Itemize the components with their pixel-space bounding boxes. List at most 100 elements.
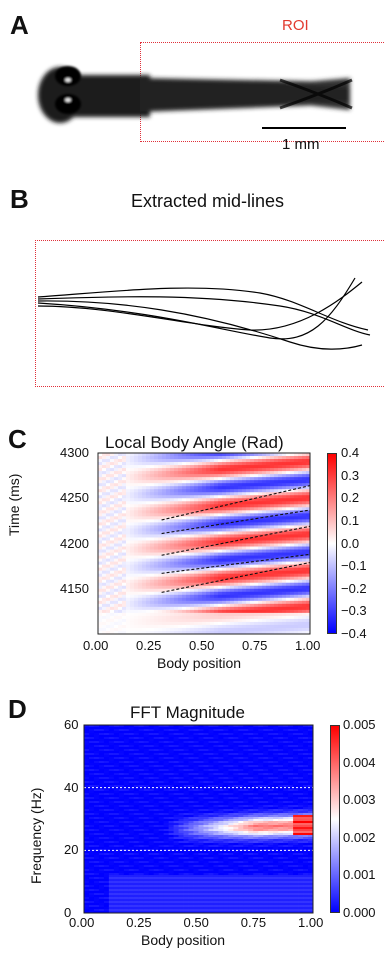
heatmap-cell bbox=[154, 516, 159, 520]
heatmap-cell bbox=[173, 845, 179, 848]
heatmap-cell bbox=[202, 489, 207, 493]
heatmap-cell bbox=[168, 873, 175, 876]
heatmap-cell bbox=[84, 743, 90, 746]
heatmap-cell bbox=[133, 787, 140, 790]
heatmap-cell bbox=[282, 504, 287, 508]
heatmap-cell bbox=[154, 453, 159, 457]
heatmap-cell bbox=[143, 729, 150, 732]
heatmap-cell bbox=[242, 576, 247, 581]
heatmap-cell bbox=[153, 763, 160, 766]
heatmap-cell bbox=[302, 480, 307, 484]
heatmap-cell bbox=[138, 522, 143, 526]
heatmap-cell bbox=[302, 468, 307, 472]
heatmap-cell bbox=[306, 561, 311, 566]
heatmap-cell bbox=[128, 767, 135, 770]
heatmap-cell bbox=[246, 474, 251, 478]
heatmap-cell bbox=[114, 618, 119, 623]
heatmap-cell bbox=[222, 540, 227, 544]
heatmap-cell bbox=[130, 591, 135, 596]
heatmap-cell bbox=[153, 911, 160, 914]
heatmap-cell bbox=[98, 549, 103, 553]
heatmap-cell bbox=[178, 582, 183, 587]
heatmap-cell bbox=[146, 573, 151, 578]
heatmap-cell bbox=[114, 570, 119, 575]
heatmap-cell bbox=[98, 785, 105, 788]
heatmap-cell bbox=[113, 747, 120, 750]
heatmap-cell bbox=[153, 821, 160, 824]
heatmap-cell bbox=[274, 600, 279, 605]
heatmap-cell bbox=[102, 618, 107, 623]
heatmap-cell bbox=[108, 865, 115, 868]
heatmap-cell bbox=[143, 753, 150, 756]
heatmap-cell bbox=[150, 615, 155, 620]
heatmap-cell bbox=[238, 606, 243, 611]
heatmap-cell bbox=[162, 591, 167, 596]
heatmap-cell bbox=[173, 765, 179, 768]
heatmap-cell bbox=[174, 627, 179, 632]
heatmap-cell bbox=[93, 893, 100, 896]
heatmap-cell bbox=[114, 492, 119, 496]
heatmap-cell bbox=[250, 597, 255, 602]
heatmap-cell bbox=[242, 609, 247, 614]
heatmap-cell bbox=[108, 823, 115, 826]
heatmap-cell bbox=[266, 618, 271, 623]
heatmap-cell bbox=[158, 600, 163, 605]
heatmap-cell bbox=[113, 749, 120, 752]
heatmap-cell bbox=[186, 528, 191, 532]
heatmap-cell bbox=[178, 591, 183, 596]
heatmap-cell bbox=[238, 504, 243, 508]
heatmap-cell bbox=[306, 477, 311, 481]
heatmap-cell bbox=[158, 733, 165, 736]
heatmap-cell bbox=[274, 540, 279, 544]
heatmap-cell bbox=[270, 546, 275, 550]
heatmap-cell bbox=[154, 528, 159, 532]
heatmap-cell bbox=[106, 624, 111, 629]
heatmap-cell bbox=[88, 745, 95, 748]
heatmap-cell bbox=[186, 576, 191, 581]
heatmap-cell bbox=[173, 887, 179, 890]
heatmap-cell bbox=[108, 867, 115, 870]
heatmap-cell bbox=[222, 489, 227, 493]
heatmap-cell bbox=[123, 869, 130, 872]
heatmap-cell bbox=[93, 747, 100, 750]
heatmap-cell bbox=[133, 891, 140, 894]
heatmap-cell bbox=[123, 901, 130, 904]
heatmap-cell bbox=[153, 839, 160, 842]
heatmap-cell bbox=[84, 757, 90, 760]
heatmap-cell bbox=[163, 765, 170, 768]
heatmap-cell bbox=[154, 612, 159, 617]
heatmap-cell bbox=[290, 609, 295, 614]
heatmap-cell bbox=[158, 809, 165, 812]
heatmap-cell bbox=[128, 809, 135, 812]
heatmap-cell bbox=[163, 759, 170, 762]
heatmap-cell bbox=[158, 805, 165, 808]
heatmap-cell bbox=[134, 615, 139, 620]
wave-crest-line bbox=[161, 561, 311, 593]
heatmap-cell bbox=[98, 765, 105, 768]
heatmap-cell bbox=[242, 558, 247, 562]
heatmap-cell bbox=[123, 847, 130, 850]
heatmap-cell bbox=[190, 507, 195, 511]
heatmap-cell bbox=[234, 456, 239, 460]
heatmap-cell bbox=[250, 591, 255, 596]
heatmap-cell bbox=[282, 624, 287, 629]
heatmap-cell bbox=[93, 885, 100, 888]
heatmap-cell bbox=[290, 630, 295, 635]
heatmap-cell bbox=[222, 579, 227, 584]
heatmap-cell bbox=[126, 615, 131, 620]
heatmap-cell bbox=[158, 579, 163, 584]
heatmap-cell bbox=[158, 468, 163, 472]
heatmap-cell bbox=[246, 549, 251, 553]
heatmap-cell bbox=[153, 749, 160, 752]
heatmap-cell bbox=[108, 861, 115, 864]
heatmap-cell bbox=[214, 516, 219, 520]
heatmap-cell bbox=[88, 777, 95, 780]
heatmap-cell bbox=[98, 486, 103, 490]
heatmap-cell bbox=[230, 474, 235, 478]
heatmap-cell bbox=[154, 600, 159, 605]
heatmap-cell bbox=[178, 489, 183, 493]
heatmap-cell bbox=[142, 564, 147, 569]
heatmap-cell bbox=[174, 564, 179, 569]
heatmap-cell bbox=[118, 735, 125, 738]
heatmap-cell bbox=[123, 819, 130, 822]
